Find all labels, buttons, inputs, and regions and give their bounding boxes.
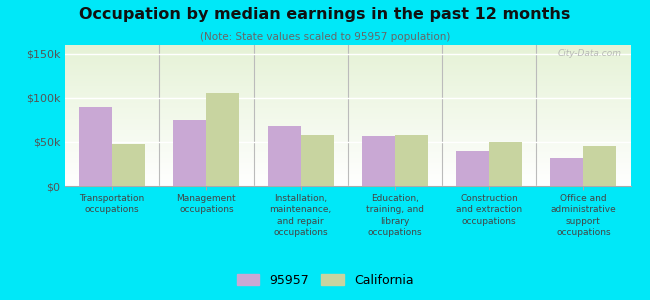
Bar <box>268 126 300 186</box>
Bar <box>551 158 584 186</box>
Bar <box>584 146 616 186</box>
Text: City-Data.com: City-Data.com <box>558 49 622 58</box>
Bar <box>489 142 522 186</box>
Bar <box>456 151 489 186</box>
Text: (Note: State values scaled to 95957 population): (Note: State values scaled to 95957 popu… <box>200 32 450 41</box>
Bar <box>300 135 333 186</box>
Text: Occupation by median earnings in the past 12 months: Occupation by median earnings in the pas… <box>79 8 571 22</box>
Bar <box>174 120 207 186</box>
Bar <box>395 135 428 186</box>
Bar <box>362 136 395 186</box>
Legend: 95957, California: 95957, California <box>233 270 417 291</box>
Bar <box>207 94 239 186</box>
Bar <box>112 144 145 186</box>
Bar <box>79 107 112 186</box>
